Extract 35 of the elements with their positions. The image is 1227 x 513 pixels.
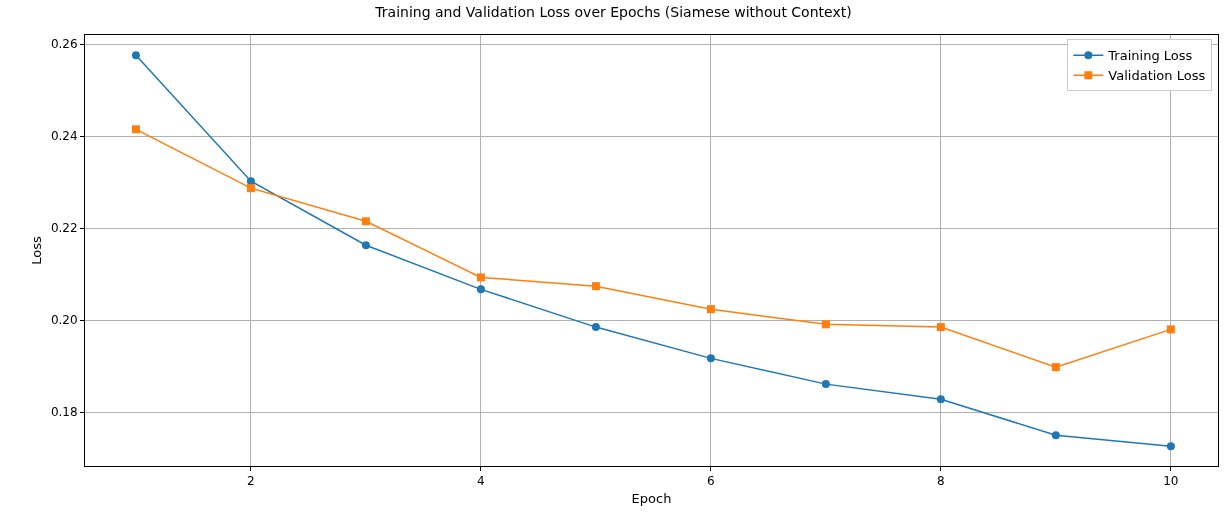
point: [936, 395, 945, 404]
x-tick-label: 4: [477, 474, 485, 489]
y-tick-label: 0.24: [50, 129, 78, 144]
x-tick-label: 10: [1163, 474, 1179, 489]
legend-label: Validation Loss: [1108, 68, 1206, 84]
x-tick-label: 2: [247, 474, 255, 489]
y-axis-title: Loss: [28, 236, 44, 265]
point: [591, 282, 600, 291]
point: [591, 323, 600, 332]
point: [361, 217, 370, 226]
y-tick-label: 0.20: [50, 313, 78, 328]
point: [476, 273, 485, 282]
point: [1051, 363, 1060, 372]
point: [821, 320, 830, 329]
x-tick-label: 8: [937, 474, 945, 489]
y-tick-label: 0.18: [50, 405, 78, 420]
point: [131, 51, 140, 60]
legend-label: Training Loss: [1107, 48, 1193, 64]
point: [476, 285, 485, 294]
point: [246, 184, 255, 193]
x-tick-label: 6: [707, 474, 715, 489]
point: [706, 305, 715, 314]
point: [936, 323, 945, 332]
chart-title: Training and Validation Loss over Epochs (Siamese without Context): [374, 4, 852, 21]
point: [1166, 325, 1175, 334]
point: [706, 354, 715, 363]
point: [361, 241, 370, 250]
point: [246, 177, 255, 186]
point: [1166, 442, 1175, 451]
point: [821, 380, 830, 389]
x-axis-title: Epoch: [631, 491, 672, 506]
y-tick-label: 0.22: [50, 221, 78, 236]
point: [131, 125, 140, 134]
y-tick-label: 0.26: [50, 37, 78, 52]
point: [1051, 431, 1060, 440]
